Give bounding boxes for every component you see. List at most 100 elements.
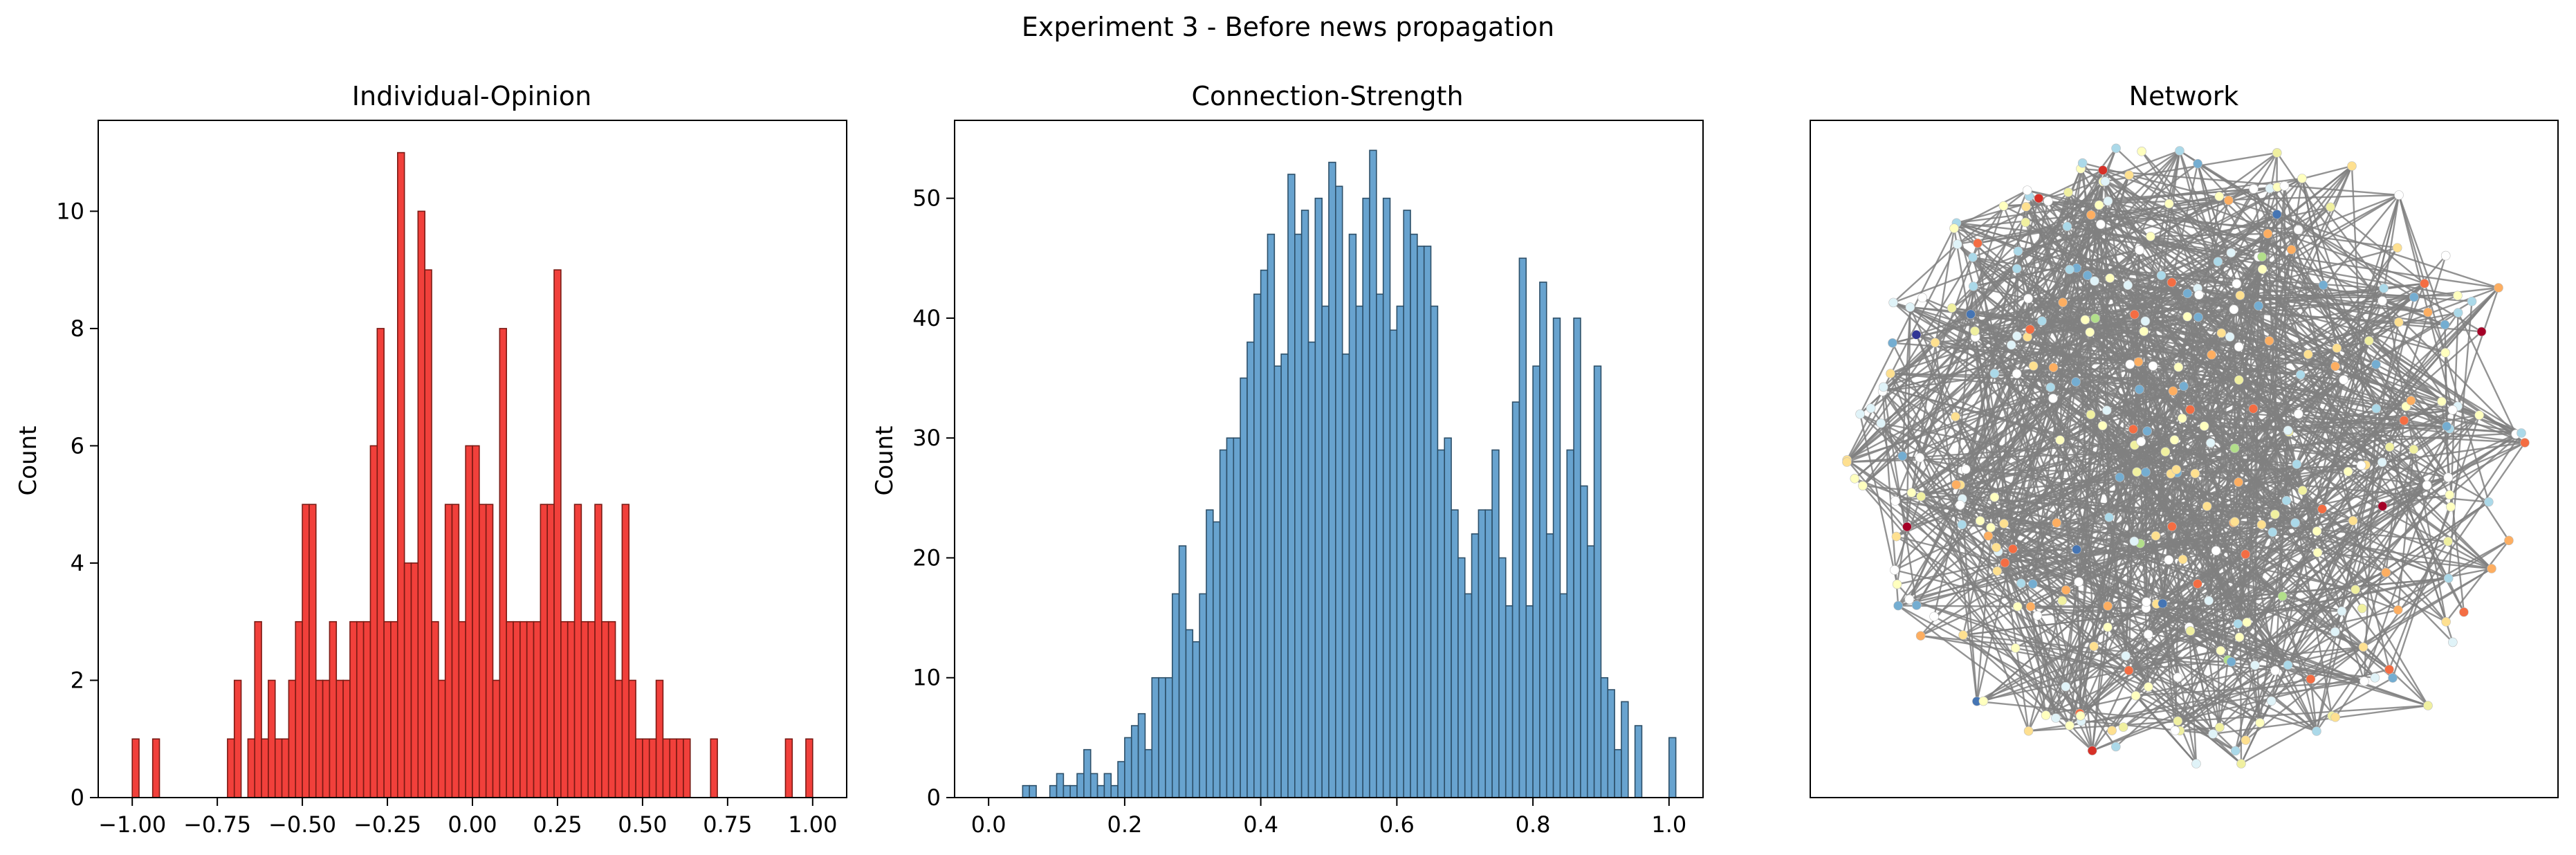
network-node xyxy=(2254,301,2263,311)
network-node xyxy=(2025,324,2035,334)
network-node xyxy=(1983,531,1994,541)
histogram-bar xyxy=(261,738,269,798)
y-tick-label: 4 xyxy=(71,550,84,576)
network-node xyxy=(2137,147,2146,156)
network-edge xyxy=(2067,192,2274,533)
network-node xyxy=(2250,660,2260,670)
histogram-bar xyxy=(1226,437,1235,798)
network-node xyxy=(2173,672,2183,683)
histogram-bar xyxy=(1137,712,1146,798)
network-edge xyxy=(1859,413,2141,544)
network-edge xyxy=(2059,192,2070,441)
y-tick-label: 0 xyxy=(71,784,84,811)
network-node xyxy=(2132,467,2142,477)
network-node xyxy=(2236,759,2246,769)
network-edge xyxy=(2066,409,2454,591)
network-edge xyxy=(2129,150,2181,365)
histogram-bar xyxy=(458,620,466,798)
network-node xyxy=(2167,522,2177,531)
histogram-bar xyxy=(1348,233,1357,798)
network-node xyxy=(2297,174,2307,183)
network-node xyxy=(2103,196,2113,206)
network-node xyxy=(2021,202,2031,212)
network-edge xyxy=(2080,167,2400,196)
network-node xyxy=(2104,513,2114,522)
network-node xyxy=(2359,676,2369,686)
network-node xyxy=(1986,522,1996,533)
network-node xyxy=(2277,591,2288,601)
network-node xyxy=(2234,375,2244,385)
network-node xyxy=(2094,200,2104,210)
network-edge xyxy=(1987,374,2301,537)
histogram-bar xyxy=(1484,509,1493,798)
network-node xyxy=(2371,403,2382,414)
network-node xyxy=(2224,195,2234,205)
network-node xyxy=(1893,600,1903,611)
network-node xyxy=(2048,394,2058,403)
network-edge xyxy=(2107,626,2317,733)
network-edge xyxy=(2018,165,2353,252)
network-node xyxy=(2202,502,2212,511)
network-node xyxy=(2175,146,2184,156)
network-edge xyxy=(1890,280,2095,375)
network-node xyxy=(2135,245,2144,255)
histogram-bar xyxy=(431,620,439,798)
histogram-bar xyxy=(1117,761,1125,798)
network-node xyxy=(2086,210,2096,220)
network-node xyxy=(2443,472,2454,483)
histogram-bar xyxy=(1206,509,1214,798)
y-tick-label: 6 xyxy=(71,432,84,459)
network-node xyxy=(2142,597,2151,607)
network-node xyxy=(2312,726,2321,736)
histogram-bar xyxy=(587,620,596,798)
network-edge xyxy=(2252,408,2429,706)
network-node xyxy=(2182,288,2193,298)
network-node xyxy=(2270,509,2280,520)
network-node xyxy=(2229,304,2239,315)
network-node xyxy=(2437,396,2447,407)
histogram-bar xyxy=(288,679,297,798)
histogram-bar xyxy=(662,738,671,798)
network-node xyxy=(2487,564,2496,573)
network-node xyxy=(2179,381,2189,392)
network-node xyxy=(2467,296,2477,306)
network-node xyxy=(2023,293,2033,304)
network-edge xyxy=(2102,181,2445,326)
network-node xyxy=(2388,673,2398,683)
network-node xyxy=(2032,611,2043,620)
network-edge xyxy=(2316,531,2363,609)
network-node xyxy=(2279,181,2290,191)
network-node xyxy=(1991,542,2001,553)
network-edge xyxy=(2093,645,2261,724)
network-edge xyxy=(2003,194,2400,207)
network-edge xyxy=(2212,364,2377,735)
network-node xyxy=(2392,243,2402,253)
network-edge xyxy=(2457,312,2517,435)
histogram-bar xyxy=(1545,533,1554,798)
network-node xyxy=(2028,361,2039,371)
histogram-bar xyxy=(444,504,453,798)
histogram-bar xyxy=(1586,545,1595,798)
network-edge xyxy=(1880,423,2047,716)
network-node xyxy=(1916,491,1926,502)
network-node xyxy=(2312,548,2323,558)
histogram-bar xyxy=(1165,677,1173,798)
histogram-bar xyxy=(335,679,344,798)
figure-suptitle: Experiment 3 - Before news propagation xyxy=(1022,12,1554,42)
histogram-bar xyxy=(479,504,487,798)
network-node xyxy=(1906,488,1917,498)
network-node xyxy=(1917,293,1927,303)
network-edge xyxy=(2398,194,2454,410)
network-edge xyxy=(2076,267,2384,290)
network-edge xyxy=(2398,194,2446,325)
network-node xyxy=(2128,424,2138,434)
network-edge xyxy=(1965,169,2104,470)
network-edge xyxy=(1882,391,2032,607)
histogram-bar xyxy=(1525,605,1534,798)
network-node xyxy=(1879,382,1888,392)
network-edge xyxy=(1920,634,2276,672)
network-node xyxy=(1911,330,1922,340)
network-edge xyxy=(2240,700,2272,764)
network-edge xyxy=(2445,540,2510,623)
network-node xyxy=(2089,641,2099,652)
